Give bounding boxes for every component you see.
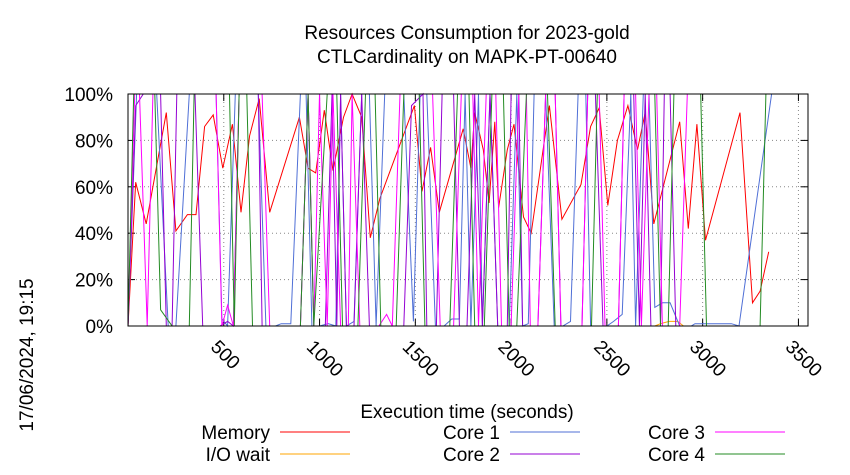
chart-title-line-2: CTLCardinality on MAPK-PT-00640 (317, 47, 617, 68)
legend-label-core-2: Core 2 (443, 445, 500, 466)
y-tick-label: 60% (75, 178, 113, 199)
legend-label-memory: Memory (201, 423, 270, 444)
y-tick-label: 20% (75, 271, 113, 292)
y-tick-label: 80% (75, 131, 113, 152)
timestamp-label: 17/06/2024, 19:15 (17, 278, 38, 431)
y-tick-label: 0% (86, 317, 114, 338)
legend-label-i-o-wait: I/O wait (206, 445, 271, 466)
y-tick-label: 40% (75, 224, 113, 245)
legend-label-core-3: Core 3 (648, 423, 705, 444)
series-line-memory (127, 92, 770, 327)
grid-lines (128, 94, 808, 326)
y-axis-ticks: 0% 20% 40% 60% 80% 100% (64, 85, 808, 338)
plot-frame (127, 93, 809, 327)
x-axis-label: Execution time (seconds) (360, 402, 573, 423)
legend-label-core-1: Core 1 (443, 423, 500, 444)
chart-title-line-1: Resources Consumption for 2023-gold (304, 23, 629, 44)
legend-label-core-4: Core 4 (648, 445, 705, 466)
y-tick-label: 100% (64, 85, 113, 106)
